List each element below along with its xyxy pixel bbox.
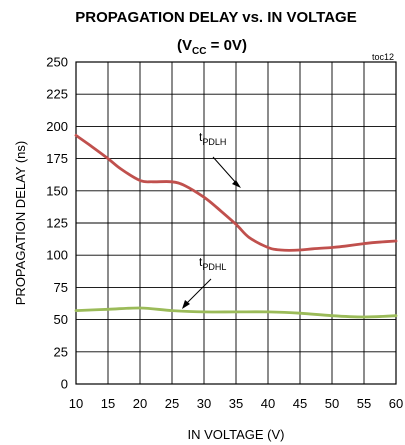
x-tick-label: 50	[325, 396, 339, 411]
x-tick-label: 40	[261, 396, 275, 411]
y-tick-label: 200	[46, 119, 68, 134]
y-tick-label: 50	[54, 312, 68, 327]
plot-frame	[75, 61, 397, 385]
x-tick-label: 20	[133, 396, 147, 411]
pdhl-annotation-leader	[184, 278, 212, 306]
chart-subtitle: (VCC = 0V)	[177, 37, 247, 57]
series-line-tpdhl	[74, 306, 398, 319]
x-tick-label: 55	[357, 396, 371, 411]
x-tick-label: 15	[101, 396, 115, 411]
y-tick-label: 25	[54, 344, 68, 359]
pdhl-annotation-arrowhead	[182, 300, 190, 309]
x-tick-label: 60	[389, 396, 403, 411]
x-tick-labels: 10 15 20 25 30 35 40 45 50 55 60	[69, 396, 403, 411]
pdlh-annotation-arrowhead	[232, 180, 241, 188]
y-tick-label: 175	[46, 151, 68, 166]
y-tick-labels: 0 25 50 75 100 125 150 175 200 225 250	[46, 55, 68, 392]
y-tick-label: 250	[46, 55, 68, 70]
series-lines	[74, 134, 398, 319]
x-tick-label: 35	[229, 396, 243, 411]
pdhl-annotation-label: tPDHL	[199, 255, 226, 272]
figure-code: toc12	[372, 52, 394, 62]
y-tick-label: 75	[54, 280, 68, 295]
x-tick-label: 10	[69, 396, 83, 411]
y-tick-label: 125	[46, 216, 68, 231]
y-tick-label: 0	[61, 377, 68, 392]
series-line-tpdlh	[74, 134, 398, 252]
chart-title: PROPAGATION DELAY vs. IN VOLTAGE	[75, 9, 356, 26]
pdlh-annotation-leader	[212, 156, 238, 185]
x-axis-label: IN VOLTAGE (V)	[187, 427, 284, 442]
x-tick-label: 25	[165, 396, 179, 411]
y-tick-label: 100	[46, 248, 68, 263]
x-tick-label: 30	[197, 396, 211, 411]
x-tick-label: 45	[293, 396, 307, 411]
y-tick-label: 150	[46, 183, 68, 198]
y-tick-label: 225	[46, 87, 68, 102]
y-axis-label: PROPAGATION DELAY (ns)	[13, 141, 28, 305]
pdlh-annotation-label: tPDLH	[199, 130, 226, 147]
